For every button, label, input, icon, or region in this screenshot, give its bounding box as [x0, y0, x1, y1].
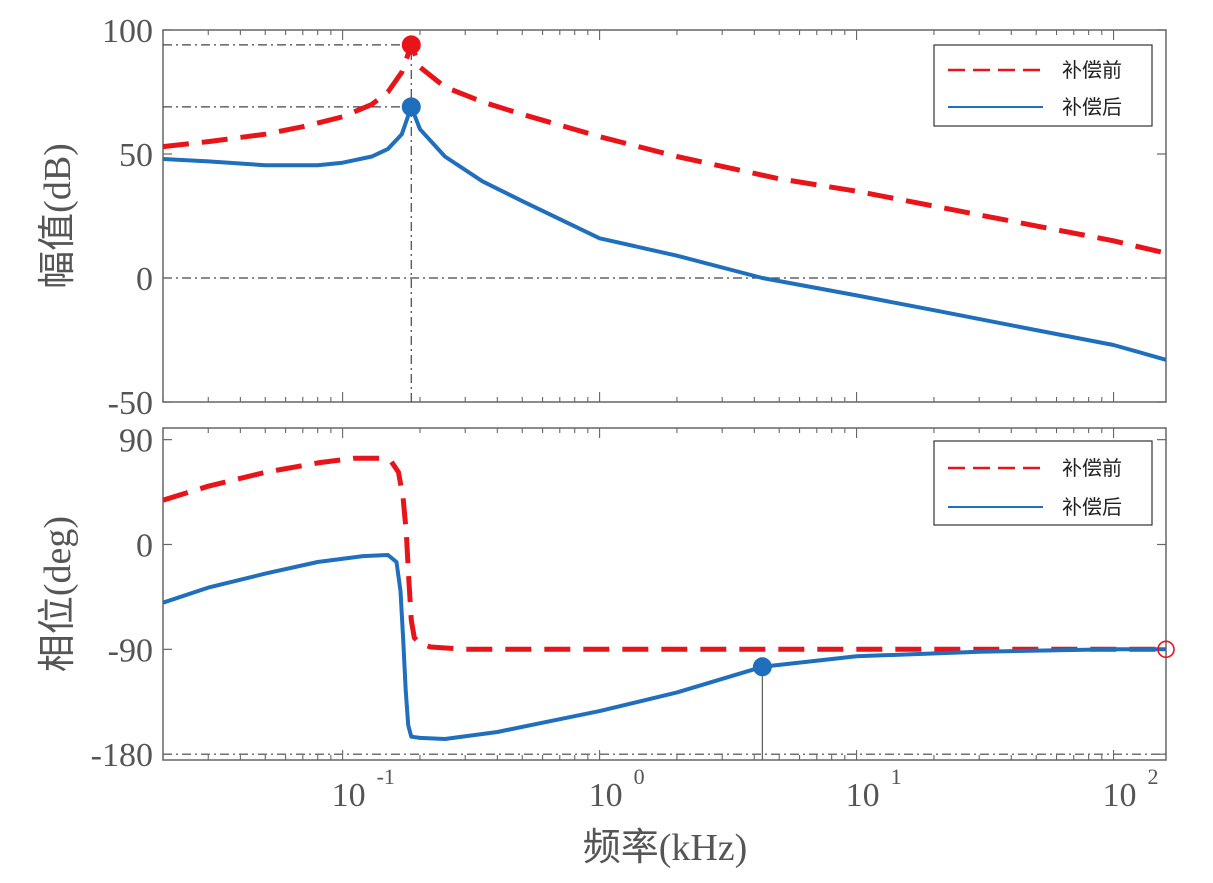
phase-marker-open-circle	[1157, 640, 1175, 659]
magnitude-legend: 补偿前 补偿后	[933, 44, 1153, 127]
x-axis-tick-labels: 10 -1 10 0 10 1 10 2	[332, 764, 1159, 814]
phase-legend: 补偿前 补偿后	[933, 440, 1153, 526]
x-axis-label: 频率(kHz)	[583, 827, 748, 869]
magnitude-ytick-label: 0	[136, 261, 153, 298]
legend-label-after: 补偿后	[1062, 95, 1122, 119]
phase-ytick-label: 0	[136, 527, 153, 564]
magnitude-reference-lines	[163, 44, 1166, 402]
magnitude-series-after	[162, 104, 1167, 362]
phase-reference-lines	[163, 666, 1166, 760]
phase-ytick-label: 90	[119, 423, 153, 460]
x-tick-label: 10	[589, 777, 623, 814]
magnitude-axis-ticks: 100 50 0 -50	[102, 13, 1166, 422]
phase-axis-ticks: 90 0 -90 -180	[91, 423, 1166, 774]
magnitude-ytick-label: 50	[119, 137, 153, 174]
phase-ytick-label: -180	[91, 737, 153, 774]
magnitude-series	[162, 42, 1167, 362]
phase-panel: 90 0 -90 -180 补偿前 补偿后	[91, 423, 1175, 774]
phase-y-axis-label: 相位(deg)	[37, 516, 79, 672]
phase-series-after	[162, 553, 1166, 741]
x-tick-label: 10	[1103, 777, 1137, 814]
magnitude-ytick-label: 100	[102, 13, 153, 50]
legend-label-before: 补偿前	[1062, 456, 1122, 480]
x-tick-exponent: 1	[891, 764, 902, 789]
x-tick-exponent: 0	[634, 764, 645, 789]
x-tick-exponent: 2	[1148, 764, 1159, 789]
magnitude-marker-point	[401, 97, 421, 117]
magnitude-ytick-label: -50	[108, 385, 153, 422]
legend-label-before: 补偿前	[1062, 58, 1122, 82]
phase-series	[162, 455, 1166, 741]
phase-markers	[752, 640, 1175, 677]
magnitude-markers	[401, 35, 421, 117]
x-tick-label: 10	[846, 777, 880, 814]
magnitude-panel: 100 50 0 -50 补偿前 补偿后	[102, 13, 1167, 422]
magnitude-y-axis-label: 幅值(dB)	[37, 143, 79, 289]
magnitude-series-before	[162, 42, 1167, 256]
phase-series-before	[162, 455, 1166, 652]
x-tick-label: 10	[332, 777, 366, 814]
x-tick-exponent: -1	[377, 764, 395, 789]
magnitude-marker-point	[401, 35, 421, 55]
phase-ytick-label: -90	[108, 632, 153, 669]
legend-label-after: 补偿后	[1062, 495, 1122, 519]
phase-marker-point	[752, 657, 772, 677]
